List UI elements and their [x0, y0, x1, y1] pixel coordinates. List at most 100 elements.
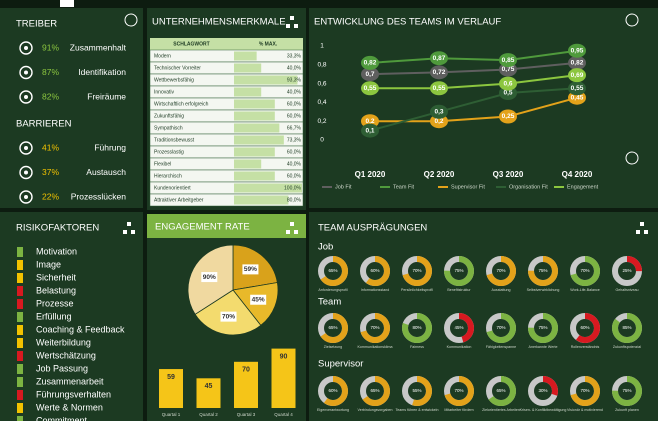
row-name: Zukunftsfähig	[154, 113, 184, 119]
donut-label: 70%	[580, 268, 589, 273]
donut-label: 75%	[622, 388, 631, 393]
x-tick-label: Quartal 2	[199, 412, 218, 417]
icon	[19, 190, 33, 204]
row-name: Sympathisch	[154, 125, 183, 131]
legend-label: Job Fit	[335, 184, 352, 190]
status-marker	[17, 416, 23, 421]
data-label: 0,69	[571, 72, 584, 79]
status-marker	[17, 403, 23, 413]
donut-label: 55%	[412, 388, 421, 393]
percent: 41%	[42, 142, 59, 152]
donut-label: 30%	[538, 388, 547, 393]
donut-arc	[570, 376, 600, 406]
status-marker	[17, 390, 23, 400]
data-label: 0,85	[502, 57, 515, 64]
donut-name: Work-Life-Balance	[570, 288, 600, 292]
icon	[19, 141, 33, 155]
value-bar	[234, 75, 298, 85]
bar	[234, 361, 258, 408]
data-point	[361, 81, 379, 96]
row-name: Modern	[154, 53, 171, 59]
percent: 22%	[42, 191, 59, 201]
donut-name: Zielsetzung	[324, 345, 342, 349]
donut-label: 60%	[580, 325, 589, 330]
status-marker	[17, 286, 23, 296]
data-label: 0,6	[503, 80, 512, 87]
donut-arc	[612, 313, 642, 343]
data-point	[361, 123, 379, 138]
donut-name: Anerkannte Werte	[529, 345, 558, 349]
org-icon	[123, 16, 648, 234]
donut-name: Fairness	[410, 345, 424, 349]
header-cell: % MAX.	[259, 41, 278, 47]
row-name: Wirtschaftlich erfolgreich	[154, 101, 209, 107]
donut-name: Mitarbeiter fördern	[444, 408, 473, 412]
risk-name: Commitment	[36, 415, 88, 421]
panel-title: ENTWICKLUNG DES TEAMS IM VERLAUF	[314, 17, 501, 28]
x-tick-label: Quartal 1	[162, 412, 181, 417]
status-marker	[17, 338, 23, 348]
donut-label: 75%	[538, 325, 547, 330]
donut-arc	[318, 256, 348, 286]
y-tick-label: 0,8	[317, 62, 326, 69]
x-tick-label: Q2 2020	[424, 170, 455, 179]
slice-label: 59%	[244, 266, 257, 273]
table-header	[150, 38, 303, 50]
status-marker	[17, 351, 23, 361]
row-value: 40,0%	[287, 65, 302, 71]
icon	[60, 0, 74, 7]
data-label: 0,25	[502, 113, 515, 120]
bar-label: 90	[280, 353, 288, 360]
row-value: 60,0%	[287, 113, 302, 119]
donut-label: 65%	[370, 388, 379, 393]
status-marker	[17, 299, 23, 309]
row-value: 60,0%	[287, 173, 302, 179]
risk-name: Job Passung	[36, 363, 88, 373]
slice-label: 45%	[252, 296, 265, 303]
donut-label: 70%	[496, 268, 505, 273]
donut-name: Zukunftspotenzial	[613, 345, 641, 349]
icon	[24, 95, 28, 99]
risk-name: Motivation	[36, 246, 77, 256]
data-point	[568, 68, 586, 83]
data-label: 0,2	[434, 118, 443, 125]
y-tick-label: 0,2	[317, 118, 326, 125]
status-marker	[17, 260, 23, 270]
donut-arc	[318, 376, 348, 406]
icon	[625, 13, 639, 27]
donut-label: 70%	[412, 268, 421, 273]
y-tick-label: 0,6	[317, 80, 326, 87]
percent: 87%	[42, 67, 59, 77]
donut-arc	[612, 256, 642, 286]
series-line	[369, 49, 578, 64]
donut-name: Kommunikation	[447, 345, 472, 349]
row-value: 60,0%	[287, 101, 302, 107]
percent: 37%	[42, 167, 59, 177]
status-marker	[17, 247, 23, 257]
donut-label: 45%	[454, 325, 463, 330]
x-tick-label: Quartal 4	[274, 412, 293, 417]
x-tick-label: Q4 2020	[562, 170, 593, 179]
donut-name: Kommunikationsklima	[358, 345, 393, 349]
icon	[24, 70, 28, 75]
risk-name: Image	[36, 259, 61, 269]
item-name: Zusammenhalt	[70, 42, 127, 52]
data-label: 0,95	[571, 47, 584, 54]
panel	[0, 212, 143, 421]
row-value: 100,0%	[284, 185, 302, 191]
status-marker	[17, 377, 23, 387]
row-value: 40,0%	[287, 89, 302, 95]
donut-label: 25%	[622, 268, 631, 273]
data-point	[568, 55, 586, 70]
row-name: Innovativ	[154, 89, 175, 95]
data-label: 0,1	[365, 127, 374, 134]
risk-name: Belastung	[36, 285, 76, 295]
x-tick-label: Q3 2020	[493, 170, 524, 179]
row-value: 66,7%	[287, 125, 302, 131]
donut-arc	[570, 313, 600, 343]
donut-label: 60%	[328, 388, 337, 393]
data-point	[430, 81, 448, 96]
row-value: 33,3%	[287, 53, 302, 59]
item-name: Austausch	[86, 167, 126, 177]
donut-label: 75%	[538, 268, 547, 273]
